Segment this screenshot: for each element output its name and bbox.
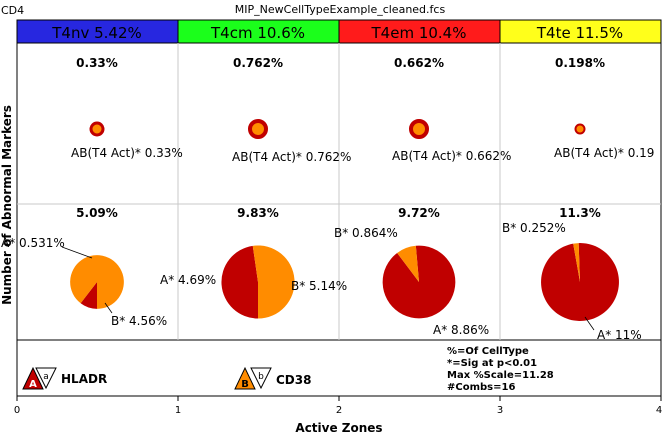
pie-r1-c1 [221,245,295,319]
cell-total-r1-c3: 11.3% [559,206,601,220]
slice-label-r0-c1: AB(T4 Act)* 0.762% [232,150,351,164]
slice-label-r1-c1-b: B* 5.14% [291,279,347,293]
cell-total-r0-c1: 0.762% [233,56,283,70]
cell-total-r0-c3: 0.198% [555,56,605,70]
pie-slice-r1-c1-b [252,245,295,319]
cell-total-r0-c2: 0.662% [394,56,444,70]
slice-label-r1-c3-a: A* 11% [597,328,642,342]
pie-slice-r1-c2-b [397,245,419,282]
svg-text:A: A [29,379,37,390]
slice-label-r1-c0-b: B* 4.56% [111,314,167,328]
cell-total-r1-c1: 9.83% [237,206,279,220]
cell-total-r1-c0: 5.09% [76,206,118,220]
svg-text:b: b [258,372,264,382]
pie-r0-c0 [89,121,105,137]
note-3: #Combs=16 [447,382,515,393]
notes: %=Of CellType *=Sig at p<0.01 Max %Scale… [447,346,554,393]
column-headers: T4nv 5.42% T4cm 10.6% T4em 10.4% T4te 11… [16,19,662,44]
cell-total-r1-c2: 9.72% [398,206,440,220]
column-header-label-2: T4em 10.4% [371,24,467,42]
column-header-label-3: T4te 11.5% [536,24,623,42]
pie-slice-r1-c1-a [221,245,258,319]
pie-r0-c1 [248,119,268,139]
slice-label-r1-c2-b: B* 0.864% [334,226,398,240]
column-header-label-0: T4nv 5.42% [51,24,142,42]
x-axis-label: Active Zones [295,421,382,435]
x-tick-1: 1 [175,405,181,416]
x-tick-4: 4 [656,405,662,416]
chart-title: MIP_NewCellTypeExample_cleaned.fcs [235,3,446,16]
pie-r1-c0 [70,255,124,309]
svg-text:a: a [43,372,49,382]
pie-r0-c2 [409,119,429,139]
pie-slice-r1-c0-a [80,282,97,309]
column-header-label-1: T4cm 10.6% [210,24,305,42]
y-axis-label: Number of Abnormal Markers [0,105,14,305]
pie-r0-c3 [574,123,586,135]
pie-slice-r1-c3-b [573,243,580,282]
pie-r1-c2 [382,245,456,319]
note-1: *=Sig at p<0.01 [447,358,537,369]
row-0-marks: AB(T4 Act)* 0.33% AB(T4 Act)* 0.762% AB(… [71,119,654,164]
x-axis: 0 1 2 3 4 Active Zones [14,396,662,435]
pie-slice-r1-c0-b [70,255,124,309]
slice-label-r0-c3: AB(T4 Act)* 0.19 [554,146,654,160]
svg-text:B: B [241,379,249,390]
x-tick-0: 0 [14,405,20,416]
cell-total-r0-c0: 0.33% [76,56,118,70]
marker-cd38-label: CD38 [276,373,311,387]
note-0: %=Of CellType [447,346,529,357]
row-1-marks: A* 0.531% B* 4.56% A* 4.69% B* 5.14% B* … [1,221,642,342]
slice-label-r1-c1-a: A* 4.69% [160,273,216,287]
cell-totals: 0.33% 0.762% 0.662% 0.198% 5.09% 9.83% 9… [76,56,605,220]
corner-label: CD4 [1,4,24,17]
slice-label-r1-c2-a: A* 8.86% [433,323,489,337]
x-tick-3: 3 [497,405,503,416]
marker-hladr-icon: A a [22,366,57,390]
marker-legend: A a HLADR B b CD38 [22,366,311,390]
note-2: Max %Scale=11.28 [447,370,554,381]
pie-r1-c3 [541,243,619,321]
slice-label-r0-c2: AB(T4 Act)* 0.662% [392,149,511,163]
x-tick-2: 2 [336,405,342,416]
marker-hladr-label: HLADR [61,372,107,386]
slice-label-r0-c0: AB(T4 Act)* 0.33% [71,146,183,160]
slice-label-r1-c0-a: A* 0.531% [1,236,65,250]
marker-cd38-icon: B b [234,366,272,390]
slice-label-r1-c3-b: B* 0.252% [502,221,566,235]
